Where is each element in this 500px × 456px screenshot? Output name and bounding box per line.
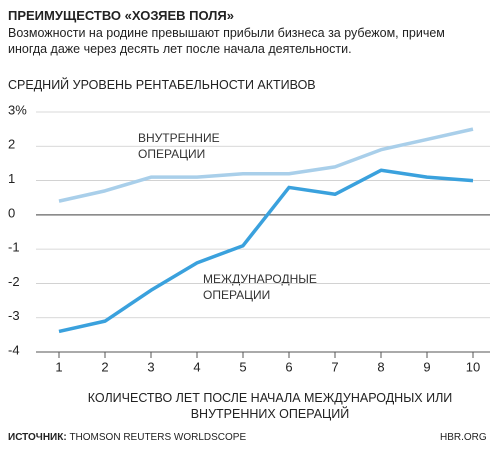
y-tick-label: -2	[8, 274, 20, 289]
y-tick-label: 3%	[8, 102, 27, 117]
y-tick-label: 0	[8, 205, 15, 220]
y-tick-label: 2	[8, 137, 15, 152]
chart-title: ПРЕИМУЩЕСТВО «ХОЗЯЕВ ПОЛЯ»	[8, 8, 234, 23]
x-tick-label: 8	[377, 359, 384, 374]
y-axis-label: СРЕДНИЙ УРОВЕНЬ РЕНТАБЕЛЬНОСТИ АКТИВОВ	[8, 78, 316, 92]
credit: HBR.ORG	[440, 432, 487, 443]
series-line	[58, 168, 474, 334]
series-label: МЕЖДУНАРОДНЫЕ ОПЕРАЦИИ	[203, 272, 317, 302]
series-label: ВНУТРЕННИЕ ОПЕРАЦИИ	[138, 131, 220, 161]
x-tick-label: 3	[147, 359, 154, 374]
source-label: ИСТОЧНИК:	[8, 432, 67, 443]
x-tick-label: 1	[55, 359, 62, 374]
x-tick-label: 6	[285, 359, 292, 374]
subtitle: Возможности на родине превышают прибыли …	[8, 26, 445, 56]
x-tick-label: 5	[239, 359, 246, 374]
x-axis-label: КОЛИЧЕСТВО ЛЕТ ПОСЛЕ НАЧАЛА МЕЖДУНАРОДНЫ…	[87, 391, 453, 421]
x-tick-label: 2	[101, 359, 108, 374]
y-tick-label: -1	[8, 240, 20, 255]
source-line: ИСТОЧНИК: THOMSON REUTERS WORLDSCOPE	[8, 432, 246, 443]
source: THOMSON REUTERS WORLDSCOPE	[69, 432, 247, 443]
y-tick-label: 1	[8, 171, 15, 186]
y-tick-label: -4	[8, 342, 20, 357]
x-tick-label: 10	[466, 359, 480, 374]
x-tick-label: 4	[193, 359, 200, 374]
y-tick-label: -3	[8, 308, 20, 323]
x-tick-label: 9	[423, 359, 430, 374]
series-line	[58, 127, 474, 203]
x-tick-label: 7	[331, 359, 338, 374]
